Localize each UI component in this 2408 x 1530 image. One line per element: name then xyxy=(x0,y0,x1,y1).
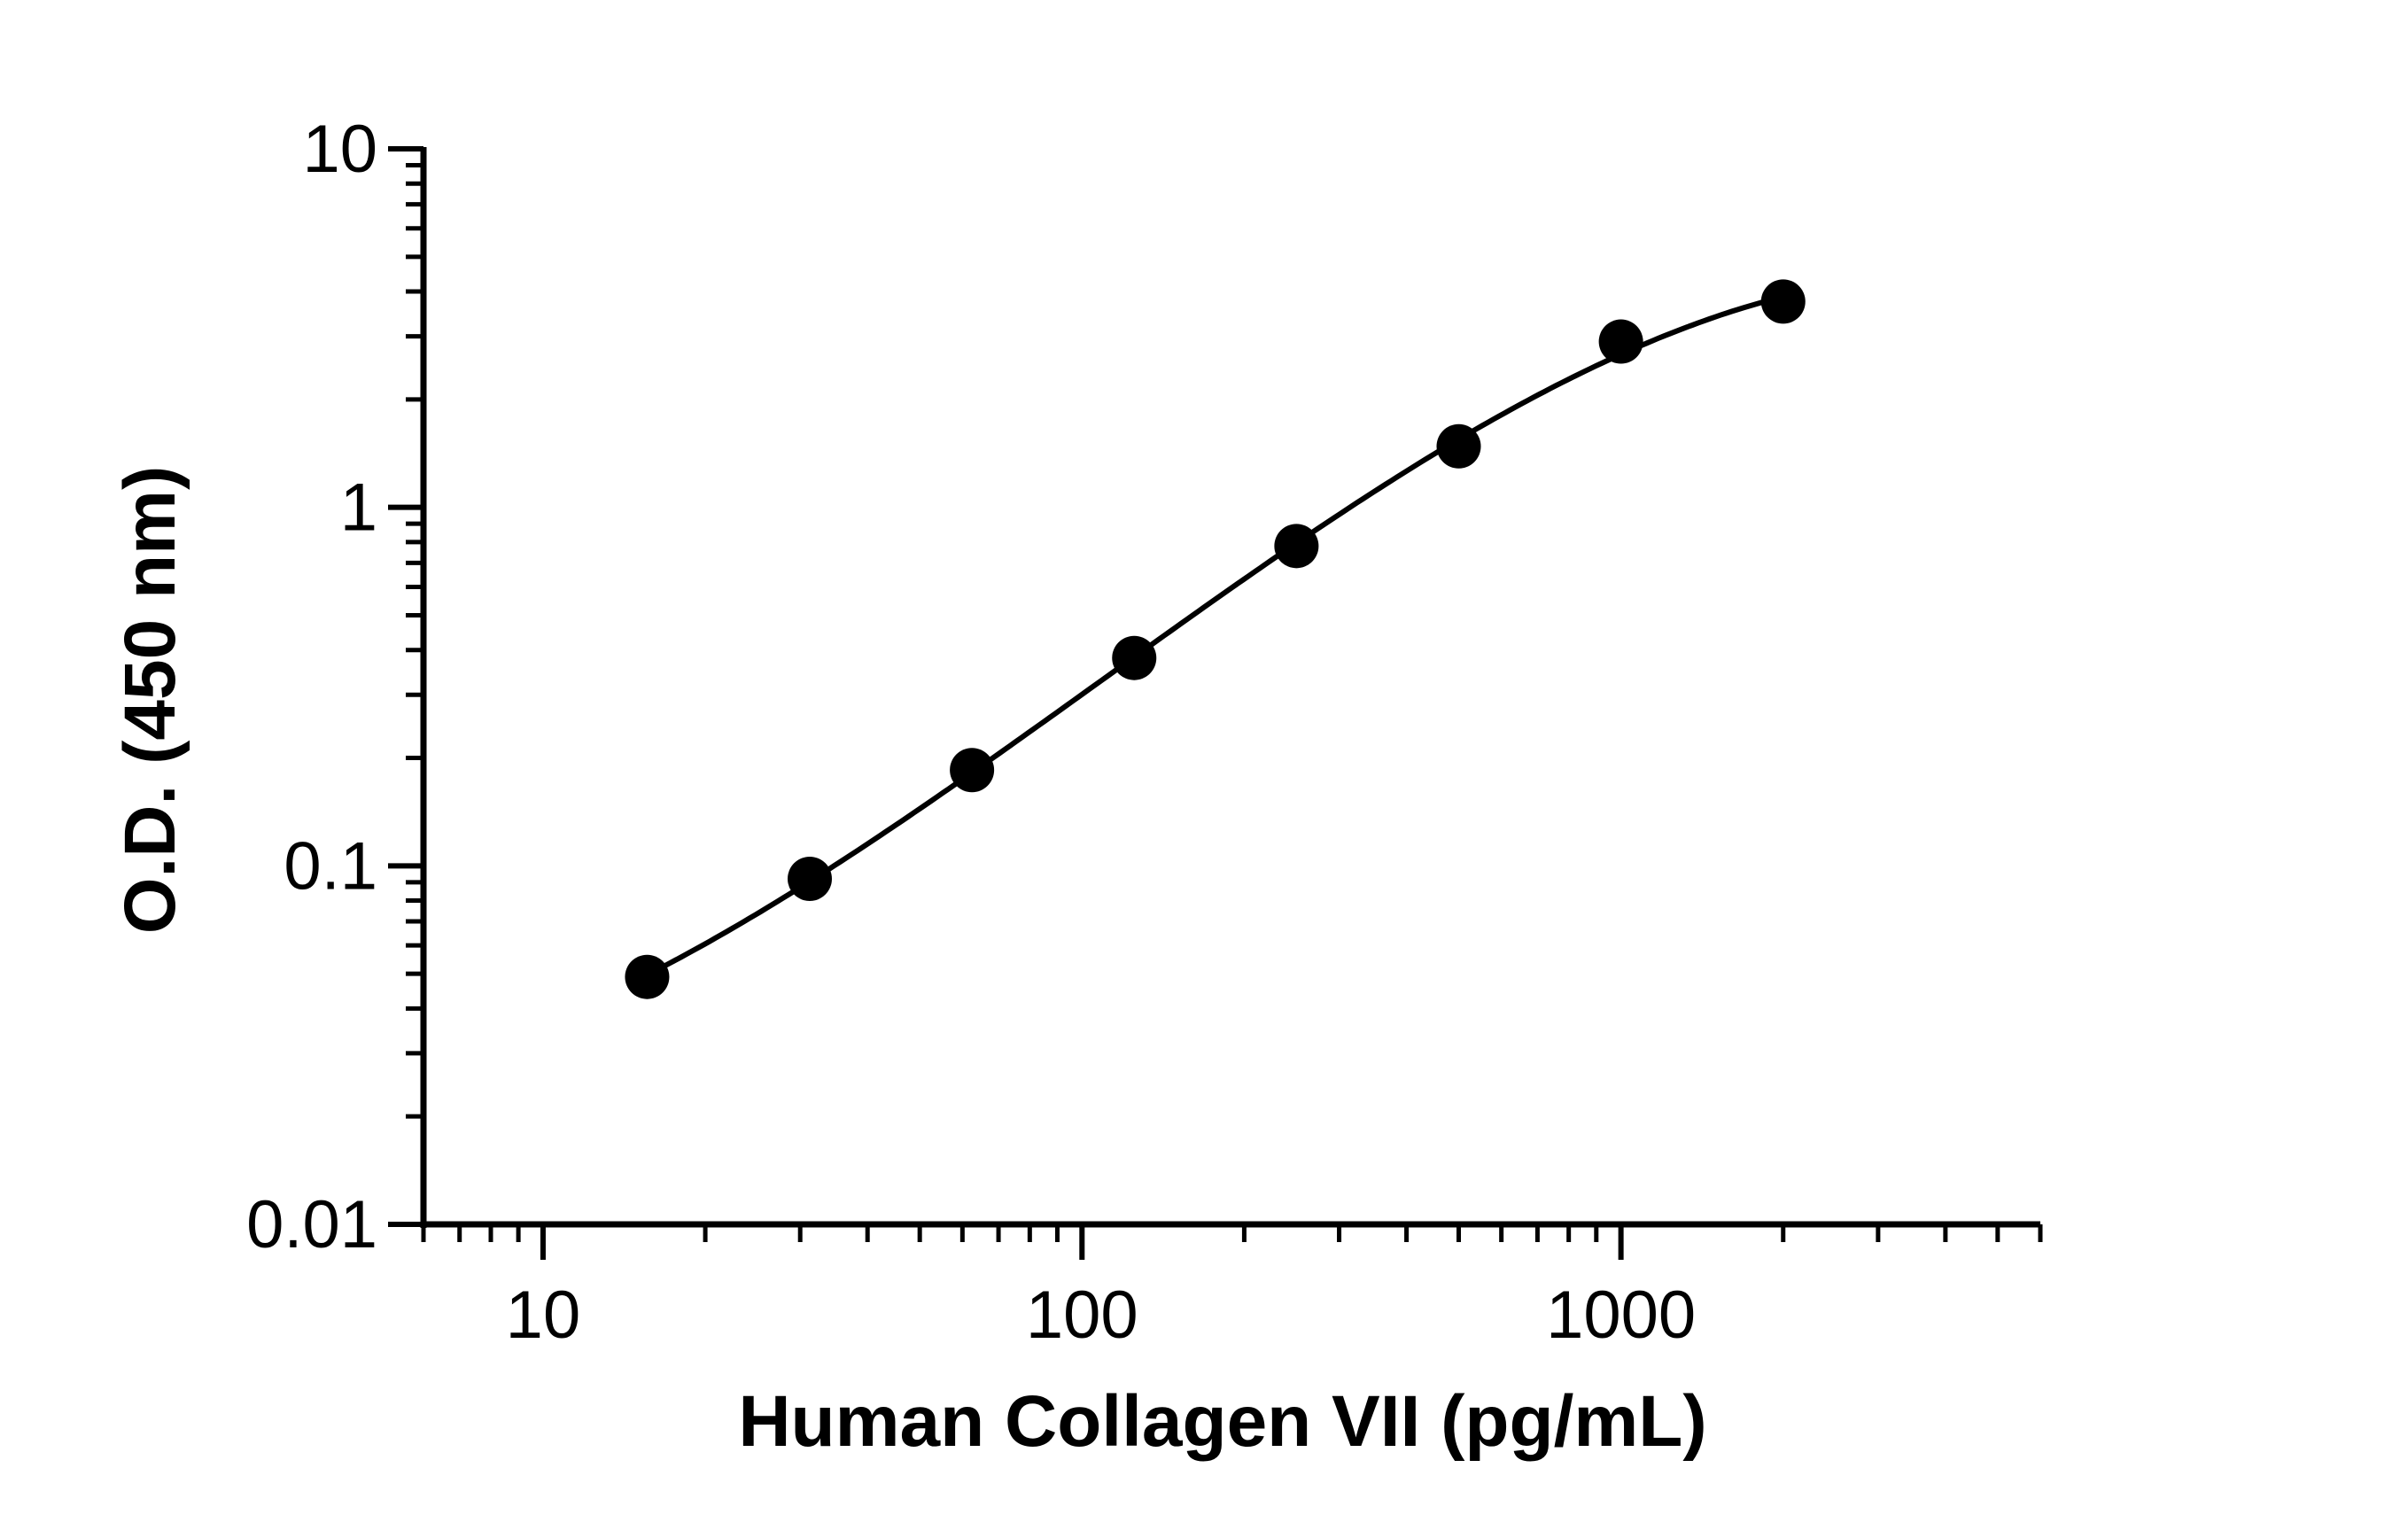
y-tick-label: 1 xyxy=(340,470,377,546)
x-tick-label: 1000 xyxy=(1546,1278,1696,1353)
data-point xyxy=(1436,423,1481,469)
data-point xyxy=(787,856,832,901)
fit-curve xyxy=(646,293,1784,978)
axes: 0.01 0.1 1 10 10 100 1000 xyxy=(246,112,2043,1353)
x-tick-label: 10 xyxy=(506,1278,581,1353)
data-point xyxy=(1598,319,1643,364)
fit-curve-layer xyxy=(646,293,1784,978)
data-point xyxy=(625,954,670,999)
y-tick-label: 10 xyxy=(302,112,377,187)
y-tick-label: 0.01 xyxy=(246,1187,377,1262)
data-point xyxy=(950,748,995,793)
data-points xyxy=(625,279,1806,999)
data-point xyxy=(1112,635,1157,680)
x-tick-label: 100 xyxy=(1026,1278,1138,1353)
y-tick-label: 0.1 xyxy=(284,828,377,904)
data-point xyxy=(1760,279,1806,324)
data-point xyxy=(1274,524,1319,569)
x-axis-title: Human Collagen VII (pg/mL) xyxy=(738,1381,1706,1462)
y-axis-title: O.D. (450 nm) xyxy=(110,466,190,935)
